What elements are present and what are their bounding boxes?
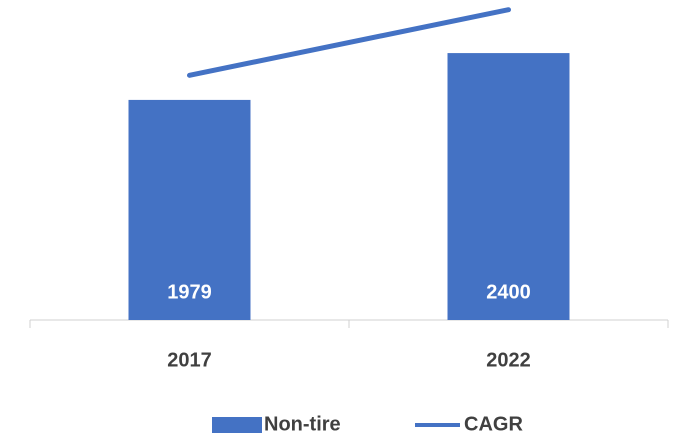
x-tick-label: 2017	[167, 349, 212, 371]
data-label: 1979	[167, 281, 212, 303]
data-label: 2400	[486, 281, 531, 303]
cagr-line	[187, 7, 511, 78]
legend-swatch	[212, 417, 262, 433]
legend-label: Non-tire	[264, 413, 341, 435]
bar	[447, 53, 570, 320]
x-tick-label: 2022	[486, 349, 531, 371]
bar	[128, 99, 251, 321]
legend-label: CAGR	[464, 413, 523, 435]
